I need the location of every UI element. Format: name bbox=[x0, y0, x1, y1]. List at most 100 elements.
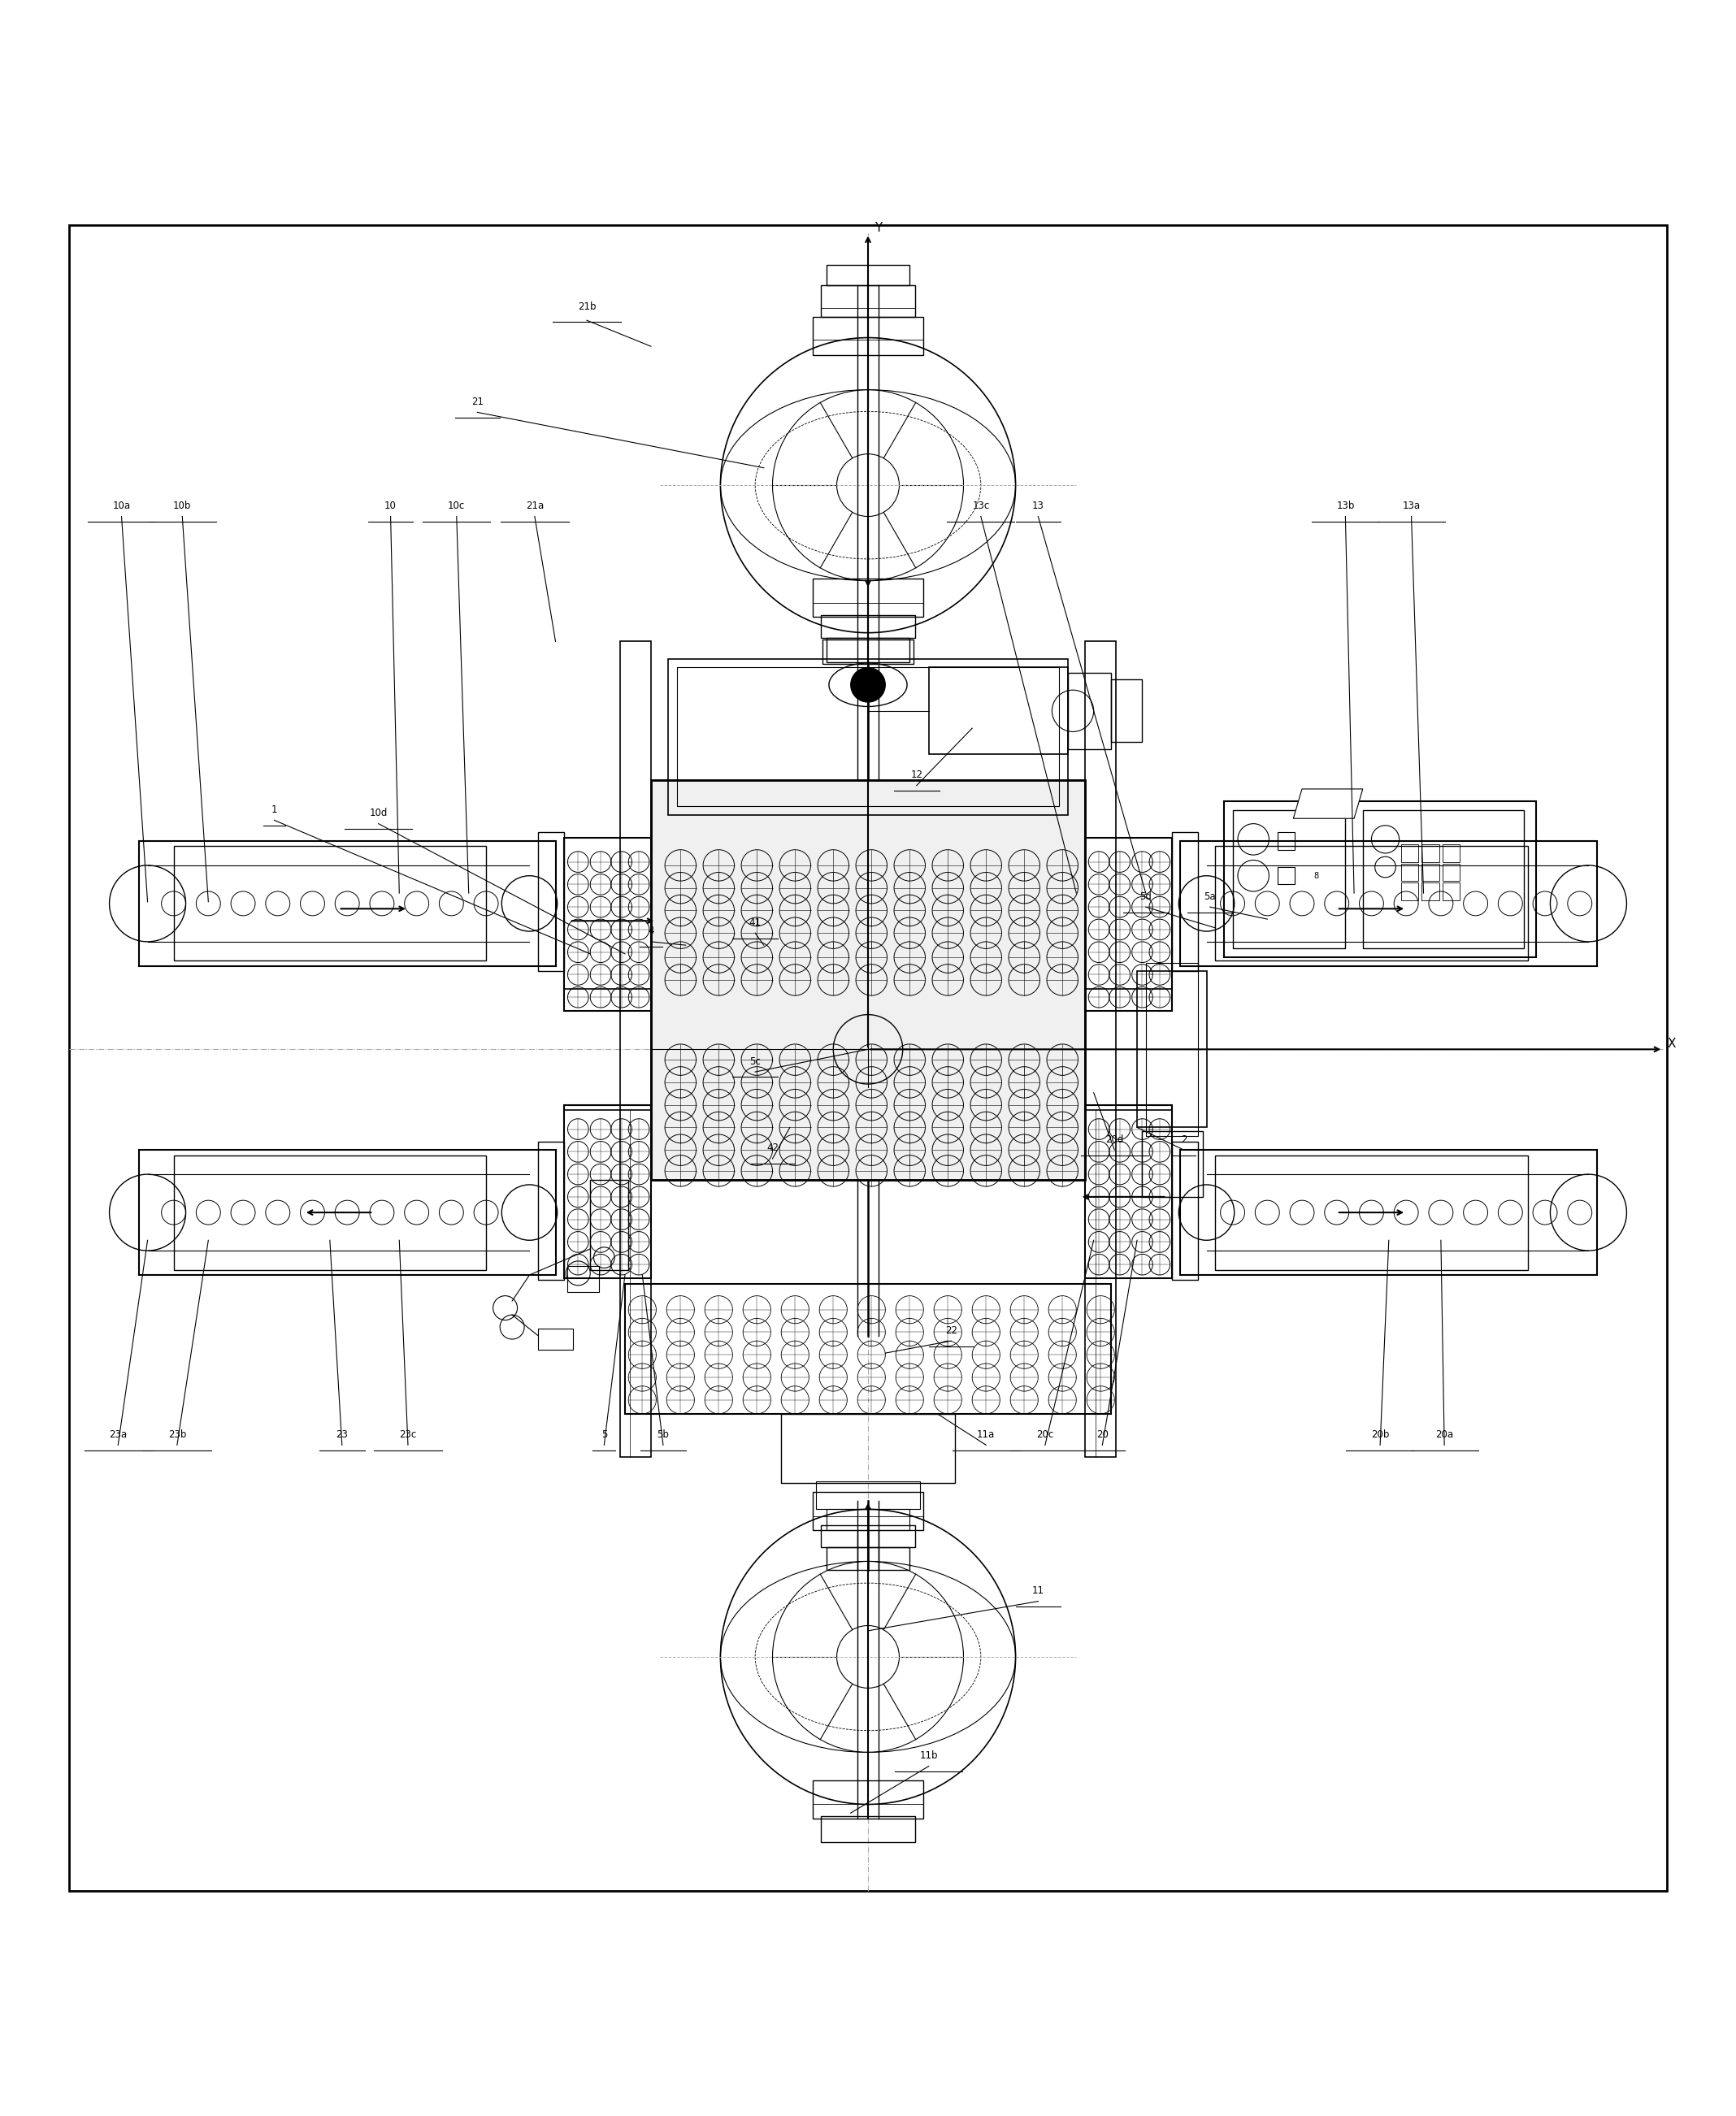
Bar bbox=[625, 1284, 1111, 1413]
Bar bbox=[174, 846, 486, 961]
Bar bbox=[139, 840, 556, 967]
Bar bbox=[821, 616, 915, 637]
Bar bbox=[568, 1265, 599, 1293]
Text: 8: 8 bbox=[1314, 872, 1318, 880]
Bar bbox=[1085, 1105, 1172, 1278]
Bar bbox=[1233, 810, 1345, 948]
Bar bbox=[1180, 1149, 1597, 1276]
Text: 10d: 10d bbox=[370, 808, 387, 819]
Bar bbox=[1422, 863, 1439, 880]
Text: 20: 20 bbox=[1097, 1428, 1108, 1439]
Bar bbox=[1278, 868, 1295, 884]
Text: 11a: 11a bbox=[977, 1428, 995, 1439]
Bar bbox=[823, 639, 913, 664]
Circle shape bbox=[851, 667, 885, 703]
Text: 5c: 5c bbox=[750, 1056, 760, 1066]
Bar bbox=[564, 838, 651, 1011]
Text: 41: 41 bbox=[748, 916, 762, 927]
Text: 20d: 20d bbox=[1106, 1134, 1123, 1145]
Bar bbox=[1215, 846, 1528, 961]
Bar bbox=[1146, 963, 1198, 1136]
Text: 4: 4 bbox=[648, 927, 654, 937]
Bar bbox=[538, 1141, 564, 1280]
Bar bbox=[1443, 844, 1460, 861]
Text: 20a: 20a bbox=[1436, 1428, 1453, 1439]
Bar bbox=[1111, 679, 1142, 743]
Polygon shape bbox=[1293, 789, 1363, 819]
Text: 12: 12 bbox=[910, 770, 924, 781]
Bar bbox=[1401, 844, 1418, 861]
Bar bbox=[1180, 840, 1597, 967]
Bar bbox=[821, 1526, 915, 1547]
Text: 5d: 5d bbox=[1141, 891, 1151, 901]
Bar bbox=[139, 1149, 556, 1276]
Text: 13: 13 bbox=[1033, 501, 1043, 512]
Bar bbox=[538, 832, 564, 971]
Bar bbox=[1172, 832, 1198, 971]
Text: 10c: 10c bbox=[448, 501, 465, 512]
Bar bbox=[1443, 863, 1460, 880]
Text: 2: 2 bbox=[1180, 1134, 1187, 1145]
Bar bbox=[826, 1547, 910, 1570]
Bar bbox=[1085, 838, 1172, 1011]
Bar bbox=[1085, 641, 1116, 1458]
Bar bbox=[1224, 802, 1536, 956]
Bar bbox=[1137, 971, 1207, 1128]
Bar bbox=[812, 317, 924, 355]
Bar bbox=[1068, 673, 1111, 749]
Text: 23: 23 bbox=[337, 1428, 347, 1439]
Bar bbox=[929, 667, 1068, 753]
Bar bbox=[1142, 1130, 1203, 1198]
Bar bbox=[1422, 844, 1439, 861]
Bar bbox=[1172, 1141, 1198, 1280]
Bar bbox=[821, 286, 915, 317]
Bar bbox=[826, 1509, 910, 1530]
Bar bbox=[590, 1179, 628, 1270]
Bar bbox=[821, 1816, 915, 1843]
Bar bbox=[816, 1481, 920, 1509]
Text: 11: 11 bbox=[1031, 1585, 1045, 1595]
Text: 23a: 23a bbox=[109, 1428, 127, 1439]
Text: X: X bbox=[1668, 1039, 1675, 1050]
Bar bbox=[668, 658, 1068, 815]
Bar bbox=[174, 1155, 486, 1270]
Bar bbox=[826, 264, 910, 286]
Bar bbox=[1401, 882, 1418, 899]
Bar bbox=[826, 637, 910, 662]
Text: 21b: 21b bbox=[578, 300, 595, 311]
Bar bbox=[781, 1413, 955, 1483]
Text: 13b: 13b bbox=[1337, 501, 1354, 512]
Text: 10b: 10b bbox=[174, 501, 191, 512]
Text: 5b: 5b bbox=[658, 1428, 668, 1439]
Bar bbox=[1443, 882, 1460, 899]
Text: 23b: 23b bbox=[168, 1428, 186, 1439]
Text: 21: 21 bbox=[470, 396, 484, 406]
Text: 5: 5 bbox=[601, 1428, 608, 1439]
Text: Y: Y bbox=[875, 222, 882, 235]
Bar bbox=[812, 1492, 924, 1530]
Bar bbox=[1401, 863, 1418, 880]
Text: 22: 22 bbox=[944, 1325, 958, 1335]
Text: 10a: 10a bbox=[113, 501, 130, 512]
Bar bbox=[564, 1105, 651, 1278]
Text: 10: 10 bbox=[385, 501, 396, 512]
Bar bbox=[538, 1329, 573, 1350]
Bar bbox=[812, 1780, 924, 1818]
Text: 13a: 13a bbox=[1403, 501, 1420, 512]
Bar bbox=[651, 781, 1085, 1179]
Bar bbox=[1278, 832, 1295, 851]
Text: 20c: 20c bbox=[1036, 1428, 1054, 1439]
Text: 5a: 5a bbox=[1205, 891, 1215, 901]
Text: 1: 1 bbox=[271, 804, 278, 815]
Text: 13c: 13c bbox=[972, 501, 990, 512]
Bar bbox=[1215, 1155, 1528, 1270]
Bar bbox=[651, 781, 1085, 1179]
Bar bbox=[812, 580, 924, 618]
Bar bbox=[1363, 810, 1524, 948]
Text: 20b: 20b bbox=[1371, 1428, 1389, 1439]
Text: 42: 42 bbox=[766, 1143, 779, 1153]
Bar bbox=[620, 641, 651, 1458]
Bar bbox=[677, 667, 1059, 806]
Bar bbox=[1422, 882, 1439, 899]
Text: 23c: 23c bbox=[399, 1428, 417, 1439]
